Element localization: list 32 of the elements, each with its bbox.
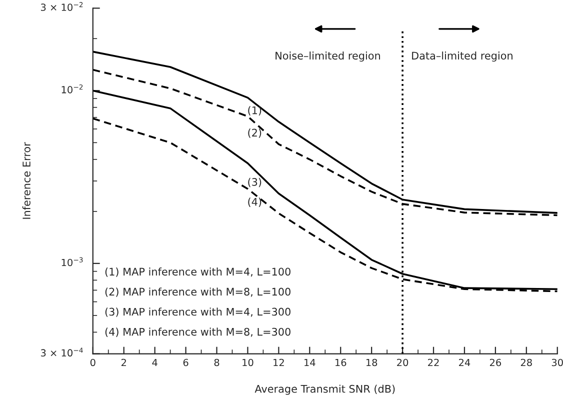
x-tick-label: 30	[552, 358, 563, 366]
series-label: (2)	[248, 128, 262, 138]
x-tick-label: 26	[490, 358, 502, 366]
x-tick-label: 14	[304, 358, 316, 366]
annotation: (1) MAP inference with M=4, L=100	[105, 268, 290, 277]
annotation: (2) MAP inference with M=8, L=100	[105, 288, 290, 297]
annotation: Noise–limited region	[276, 52, 380, 62]
y-tick-label: 3 × 10$^{−2}$	[40, 2, 83, 11]
y-tick-label: 3 × 10$^{−4}$	[40, 348, 83, 357]
y-axis-title: Inference Error	[22, 142, 30, 219]
x-tick-label: 10	[242, 358, 254, 366]
y-tick-label: 10$^{−3}$	[62, 257, 83, 266]
x-tick-label: 20	[397, 358, 408, 366]
x-tick-label: 8	[214, 358, 220, 366]
x-tick-label: 18	[366, 358, 378, 366]
y-tick-label: 10$^{−2}$	[62, 84, 83, 94]
x-tick-label: 24	[459, 358, 470, 366]
x-tick-label: 16	[335, 358, 346, 366]
series-label: (4)	[248, 198, 262, 207]
x-tick-label: 6	[183, 358, 188, 366]
series-label: (1)	[248, 106, 262, 116]
x-axis-title: Average Transmit SNR (dB)	[254, 384, 395, 395]
x-tick-label: 28	[520, 358, 532, 366]
annotation: (4) MAP inference with M=8, L=300	[105, 328, 290, 337]
x-tick-label: 2	[121, 358, 126, 366]
x-tick-label: 22	[428, 358, 439, 366]
x-tick-label: 12	[274, 358, 284, 366]
x-tick-label: 0	[90, 358, 96, 366]
annotation: (3) MAP inference with M=4, L=300	[105, 308, 290, 317]
x-tick-label: 4	[152, 358, 158, 366]
annotation: Data–limited region	[412, 52, 512, 62]
series-label: (3)	[248, 178, 262, 188]
